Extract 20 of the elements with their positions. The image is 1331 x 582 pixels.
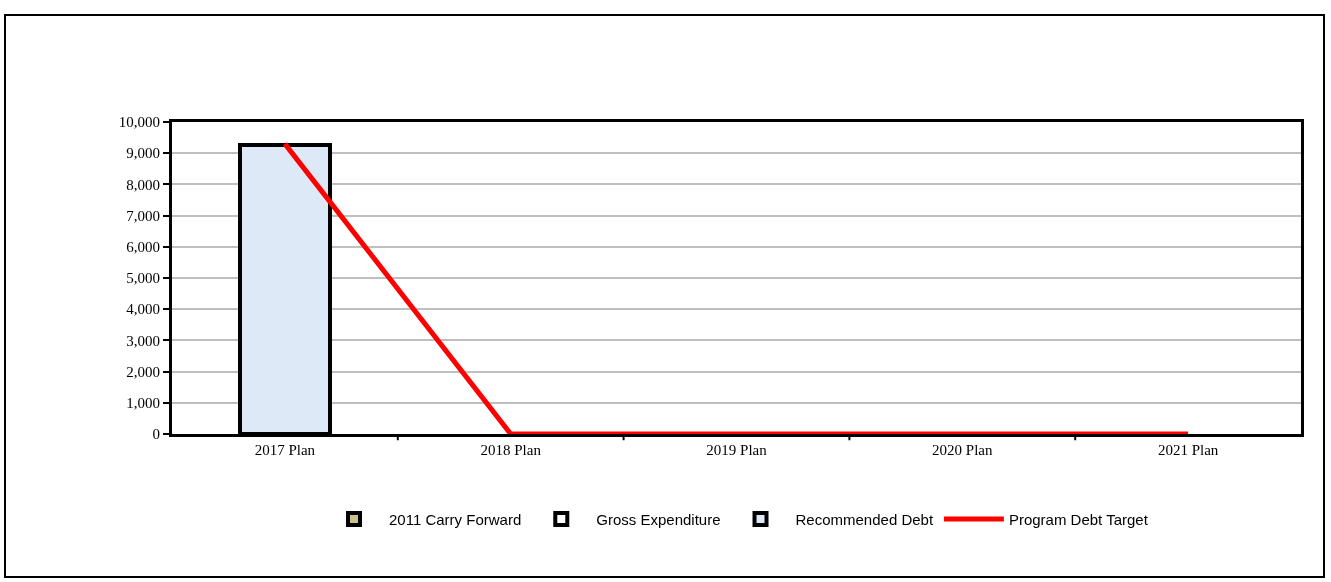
x-tick-label: 2019 Plan xyxy=(706,442,768,458)
legend-label: Recommended Debt xyxy=(795,510,934,528)
y-tick-label: 4,000 xyxy=(126,301,160,318)
x-tick-label: 2021 Plan xyxy=(1157,442,1219,458)
legend-label: Program Debt Target xyxy=(1008,510,1149,528)
x-tick-label: 2020 Plan xyxy=(932,442,994,458)
y-tick-label: 6,000 xyxy=(126,239,160,256)
x-tick-label: 2018 Plan xyxy=(480,442,542,458)
legend-label: Gross Expenditure xyxy=(596,510,721,528)
y-tick-label: 5,000 xyxy=(126,270,160,287)
legend-label: 2011 Carry Forward xyxy=(389,510,522,528)
y-tick-label: 10,000 xyxy=(118,114,160,131)
y-tick-label: 2,000 xyxy=(126,363,160,380)
y-tick-label: 9,000 xyxy=(126,145,160,162)
y-tick-label: 3,000 xyxy=(126,332,160,349)
y-tick-label: 0 xyxy=(152,426,160,443)
y-tick-label: 8,000 xyxy=(126,176,160,193)
y-tick-label: 1,000 xyxy=(126,395,160,412)
x-tick-label: 2017 Plan xyxy=(254,442,316,458)
y-tick-label: 7,000 xyxy=(126,207,160,224)
